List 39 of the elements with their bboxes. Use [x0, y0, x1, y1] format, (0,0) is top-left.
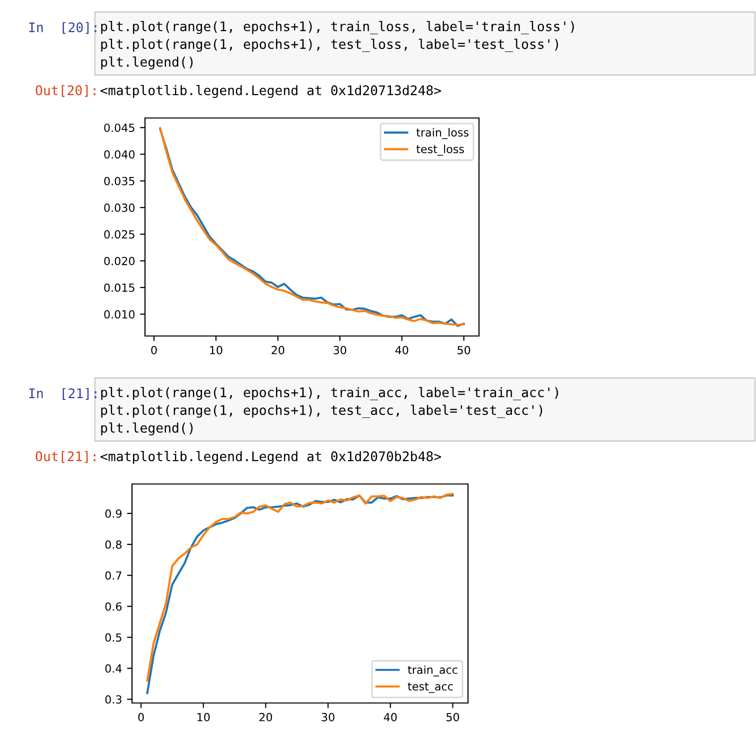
- y-tick-label: 0.040: [104, 150, 135, 159]
- y-tick-label: 0.9: [105, 509, 122, 518]
- legend-label: train_acc: [408, 665, 458, 676]
- y-tick-label: 0.8: [105, 540, 122, 549]
- text: <matplotlib.legend.Legend at 0x1d20713d248>: [100, 85, 442, 98]
- text: Out[21]:: [36, 451, 96, 463]
- text: In [21]:: [29, 388, 96, 400]
- text: In [20]:: [29, 22, 96, 34]
- legend-label: train_loss: [416, 128, 468, 140]
- text: plt.plot(range(1, epochs+1), train_loss, label='train_loss') plt.plot(range(1, epochs+1), test_loss, label='test_loss') plt.legend(): [101, 21, 574, 70]
- y-tick-label: 0.3: [105, 695, 122, 704]
- y-tick-label: 0.5: [105, 633, 122, 642]
- y-tick-label: 0.030: [104, 204, 135, 212]
- y-tick-label: 0.6: [105, 602, 122, 611]
- y-tick-label: 0.015: [104, 283, 134, 292]
- y-tick-label: 0.010: [104, 310, 135, 319]
- y-tick-label: 0.4: [105, 664, 122, 673]
- text: Out[20]:: [36, 85, 96, 97]
- y-tick-label: 0.035: [104, 176, 134, 186]
- x-tick-label: 50: [446, 712, 460, 722]
- x-tick-label: 20: [259, 712, 272, 722]
- x-tick-label: 20: [272, 346, 284, 354]
- text: <matplotlib.legend.Legend at 0x1d2070b2b48>: [100, 451, 442, 464]
- x-tick-label: 40: [395, 346, 408, 354]
- y-tick-label: 0.025: [104, 230, 134, 239]
- x-tick-label: 50: [458, 346, 470, 354]
- x-tick-label: 0: [138, 712, 144, 722]
- x-tick-label: 0: [151, 346, 157, 354]
- x-tick-label: 30: [322, 712, 334, 722]
- y-tick-label: 0.045: [104, 124, 134, 132]
- y-tick-label: 0.7: [105, 571, 122, 580]
- legend-label: test_acc: [408, 682, 453, 693]
- x-tick-label: 30: [334, 346, 346, 354]
- x-tick-label: 10: [210, 346, 222, 354]
- x-tick-label: 10: [198, 712, 210, 722]
- text: plt.plot(range(1, epochs+1), train_acc, label='train_acc') plt.plot(range(1, epochs+1), test_acc, label='test_acc') plt.legend(): [101, 387, 558, 436]
- x-tick-label: 40: [384, 712, 397, 722]
- y-tick-label: 0.020: [104, 256, 135, 266]
- legend-label: test_loss: [416, 144, 464, 156]
